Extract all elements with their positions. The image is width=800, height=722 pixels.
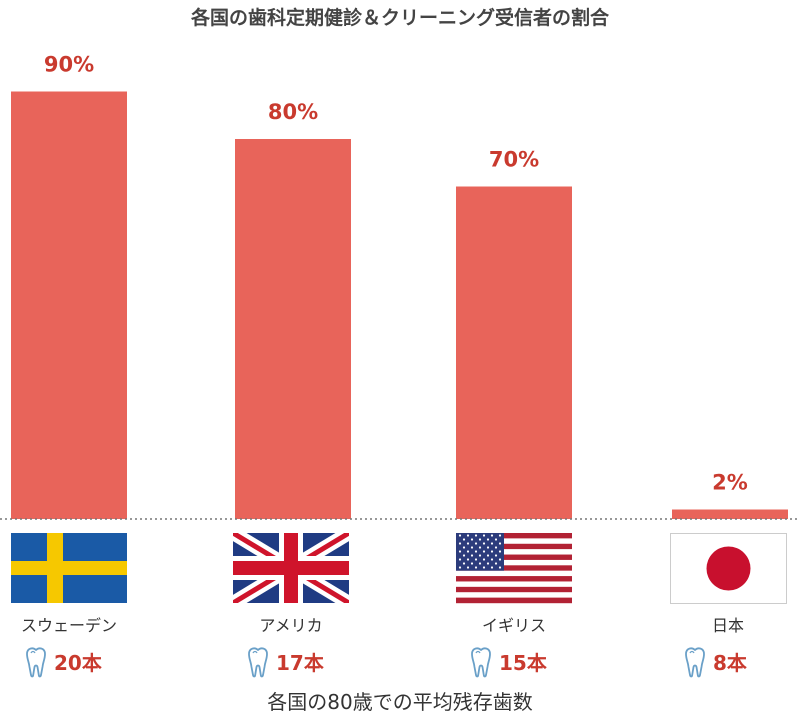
sweden-flag	[11, 533, 127, 603]
tooth-icon	[26, 647, 46, 678]
teeth-count-label-0: 20本	[54, 651, 102, 675]
country-label-3: 日本	[712, 616, 744, 635]
bar-2	[456, 186, 572, 519]
bar-3	[672, 509, 788, 519]
usa-flag	[456, 533, 572, 604]
percent-labels: 90% 80% 70% 2%	[44, 53, 748, 495]
percent-label-1: 80%	[268, 100, 318, 124]
country-label-2: イギリス	[482, 616, 546, 635]
teeth-count-label-1: 17本	[276, 651, 324, 675]
teeth-count-2: 15本	[471, 647, 547, 678]
percent-label-0: 90%	[44, 53, 94, 77]
teeth-subtitle: 各国の80歳での平均残存歯数	[267, 690, 532, 714]
teeth-count-label-2: 15本	[499, 651, 547, 675]
tooth-icon	[248, 647, 268, 678]
country-labels: スウェーデン アメリカ イギリス 日本	[21, 616, 744, 635]
percent-label-2: 70%	[489, 148, 539, 172]
country-label-1: アメリカ	[259, 616, 322, 635]
bar-1	[235, 139, 351, 519]
percent-label-3: 2%	[712, 471, 748, 495]
teeth-count-label-3: 8本	[713, 651, 747, 675]
uk-flag	[233, 533, 349, 603]
country-label-0: スウェーデン	[21, 616, 117, 635]
tooth-icon	[471, 647, 491, 678]
teeth-count-3: 8本	[685, 647, 747, 678]
bar-0	[11, 91, 127, 519]
teeth-count-1: 17本	[248, 647, 324, 678]
japan-flag	[670, 533, 787, 604]
chart-title: 各国の歯科定期健診＆クリーニング受信者の割合	[190, 6, 610, 29]
tooth-icon	[685, 647, 705, 678]
bars	[11, 91, 788, 519]
teeth-counts: 20本 17本 15本 8本	[26, 647, 747, 678]
teeth-count-0: 20本	[26, 647, 102, 678]
